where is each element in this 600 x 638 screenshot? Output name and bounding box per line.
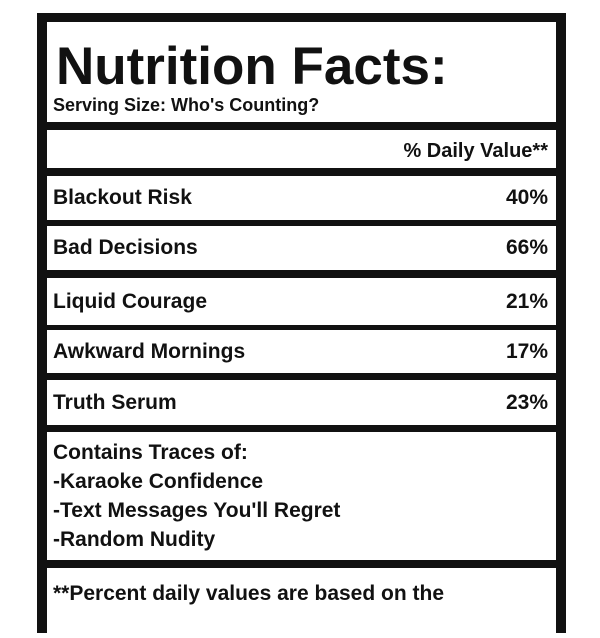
contains-item: -Karaoke Confidence [53, 470, 264, 493]
contains-title: Contains Traces of: [53, 441, 248, 464]
footer-section: **Percent daily values are based on the [47, 568, 556, 638]
nutrient-row: Liquid Courage 21% [47, 278, 556, 325]
title-section: Nutrition Facts: Serving Size: Who's Cou… [47, 22, 556, 122]
contains-item: -Text Messages You'll Regret [53, 499, 341, 522]
nutrient-value: 21% [505, 289, 548, 313]
nutrient-value: 40% [505, 186, 548, 209]
nutrient-row: Bad Decisions 66% [47, 226, 556, 270]
daily-value-header: % Daily Value** [403, 140, 548, 162]
nutrient-name: Awkward Mornings [53, 339, 246, 363]
nutrient-name: Blackout Risk [53, 186, 192, 209]
nutrient-name: Truth Serum [53, 390, 177, 414]
nutrient-name: Liquid Courage [53, 289, 207, 313]
daily-value-header-section: % Daily Value** [47, 130, 556, 168]
nutrient-row: Truth Serum 23% [47, 380, 556, 425]
nutrient-value: 66% [505, 236, 548, 259]
serving-size: Serving Size: Who's Counting? [53, 95, 320, 115]
page: Nutrition Facts: Serving Size: Who's Cou… [37, 13, 566, 633]
nutrient-row: Awkward Mornings 17% [47, 330, 556, 373]
footer-note: **Percent daily values are based on the [53, 582, 445, 605]
nutrient-row: Blackout Risk 40% [47, 176, 556, 220]
title: Nutrition Facts: [56, 37, 448, 96]
contains-section: Contains Traces of: -Karaoke Confidence -… [47, 432, 556, 560]
contains-item: -Random Nudity [53, 528, 216, 551]
nutrient-value: 23% [505, 390, 548, 414]
label-frame: Nutrition Facts: Serving Size: Who's Cou… [37, 13, 566, 638]
nutrient-value: 17% [505, 339, 548, 363]
nutrient-name: Bad Decisions [53, 236, 198, 259]
